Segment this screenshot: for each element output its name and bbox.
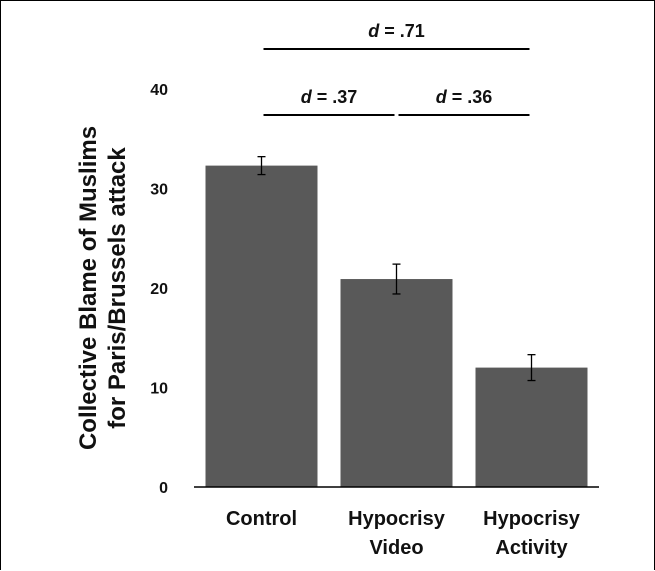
annotation-label: d = .36 — [436, 87, 493, 107]
category-label: Hypocrisy — [348, 508, 446, 530]
bars — [205, 165, 588, 488]
bar — [340, 279, 453, 487]
effect-size-annotation: d = .37 — [263, 87, 395, 116]
category-label: Control — [226, 508, 297, 530]
effect-size-annotation: d = .36 — [398, 87, 530, 116]
y-tick-label: 30 — [150, 182, 168, 199]
category-label: Activity — [495, 537, 568, 559]
bar — [205, 165, 318, 488]
y-tick-label: 40 — [150, 82, 168, 99]
category-label: Video — [369, 537, 423, 559]
annotation-label: d = .37 — [301, 87, 358, 107]
effect-size-annotations: d = .71 d = .37 d = .36 — [263, 21, 530, 116]
y-tick-label: 0 — [159, 480, 168, 497]
y-tick-label: 20 — [150, 281, 168, 298]
error-bars — [257, 156, 536, 382]
effect-size-annotation: d = .71 — [263, 21, 530, 50]
bar — [475, 367, 588, 487]
annotation-label: d = .71 — [368, 21, 425, 41]
error-bar — [257, 156, 266, 176]
y-tick-label: 10 — [150, 381, 168, 398]
error-bar — [392, 263, 401, 295]
y-axis-label-line-1: Collective Blame of Muslims — [75, 126, 102, 450]
error-bar — [527, 354, 536, 382]
x-axis-categories: Control Hypocrisy Video Hypocrisy Activity — [226, 508, 581, 559]
y-axis-label: Collective Blame of Muslims for Paris/Br… — [75, 126, 131, 450]
y-axis-label-line-2: for Paris/Brussels attack — [104, 147, 131, 429]
y-axis-ticks: 0 10 20 30 40 — [150, 82, 168, 497]
category-label: Hypocrisy — [483, 508, 581, 530]
